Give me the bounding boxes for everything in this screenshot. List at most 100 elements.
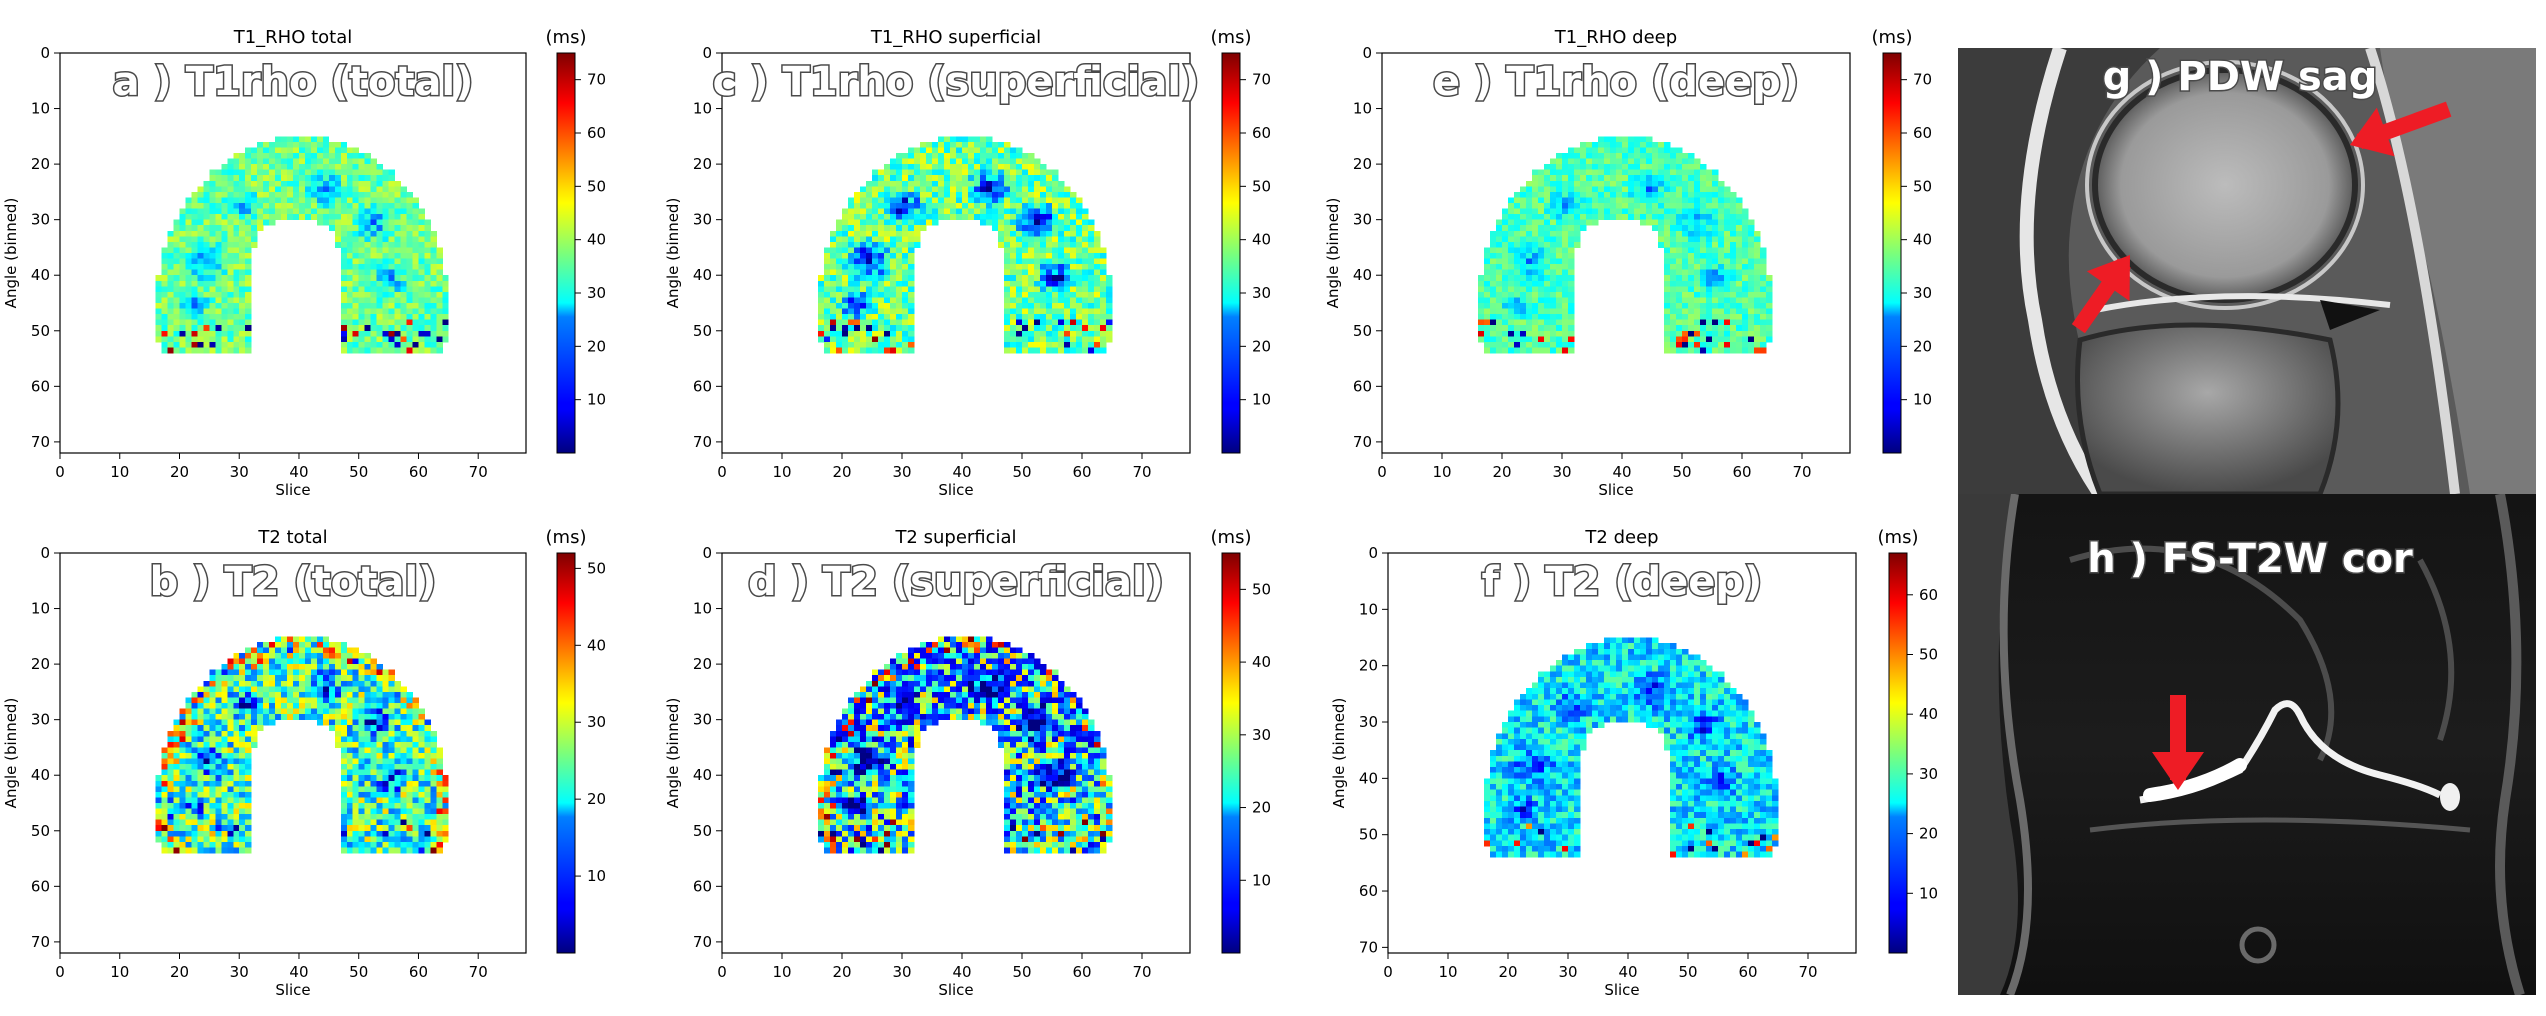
heatmap-cell: [842, 247, 849, 254]
heatmap-cell: [968, 208, 975, 215]
heatmap-cell: [322, 153, 330, 159]
heatmap-cell: [1046, 708, 1053, 715]
heatmap-cell: [227, 786, 234, 793]
x-tick-label: 70: [469, 963, 488, 981]
heatmap-cell: [1088, 269, 1095, 276]
heatmap-cell: [233, 780, 240, 787]
heatmap-cell: [854, 780, 861, 787]
heatmap-cell: [364, 697, 372, 704]
heatmap-cell: [1064, 191, 1071, 198]
heatmap-cell: [179, 225, 186, 232]
heatmap-cell: [860, 341, 867, 348]
heatmap-cell: [185, 219, 192, 226]
heatmap-cell: [878, 814, 885, 821]
heatmap-cell: [974, 675, 981, 682]
heatmap-cell: [412, 341, 419, 348]
heatmap-cell: [352, 275, 360, 282]
heatmap-cell: [233, 653, 240, 659]
colorbar-tick-label: 10: [1252, 391, 1271, 409]
heatmap-cell: [896, 297, 903, 304]
heatmap-cell: [932, 153, 939, 159]
heatmap-cell: [346, 814, 354, 821]
heatmap-cell: [352, 214, 360, 221]
heatmap-cell: [239, 753, 246, 759]
heatmap-cell: [257, 158, 264, 165]
heatmap-cell: [310, 697, 318, 704]
heatmap-cell: [358, 764, 366, 771]
heatmap-cell: [854, 753, 861, 759]
heatmap-cell: [436, 847, 443, 854]
heatmap-cell: [1004, 658, 1011, 665]
heatmap-cell: [830, 291, 837, 298]
heatmap-cell: [1046, 775, 1053, 782]
heatmap-cell: [418, 725, 425, 732]
heatmap-cell: [860, 714, 867, 721]
heatmap-cell: [376, 180, 384, 187]
heatmap-cell: [173, 280, 180, 287]
heatmap-cell: [394, 347, 401, 354]
heatmap-cell: [1004, 803, 1011, 809]
heatmap-cell: [334, 180, 342, 187]
heatmap-cell: [1052, 786, 1059, 793]
heatmap-cell: [878, 686, 885, 693]
heatmap-cell: [1022, 158, 1029, 165]
heatmap-cell: [388, 764, 395, 771]
heatmap-cell: [179, 347, 186, 354]
heatmap-cell: [938, 653, 945, 659]
heatmap-cell: [376, 186, 384, 193]
heatmap-cell: [926, 186, 933, 193]
heatmap-cell: [1040, 697, 1047, 704]
heatmap-cell: [1076, 214, 1083, 221]
heatmap-cell: [998, 180, 1005, 187]
heatmap-cell: [848, 708, 855, 715]
heatmap-cell: [316, 164, 324, 171]
heatmap-cell: [986, 714, 993, 721]
heatmap-cell: [233, 703, 240, 709]
heatmap-cell: [191, 236, 198, 243]
heatmap-cell: [370, 347, 378, 354]
heatmap-cell: [203, 319, 210, 326]
heatmap-cell: [334, 158, 342, 165]
heatmap-cell: [328, 691, 336, 698]
heatmap-cell: [221, 808, 228, 815]
heatmap-cell: [215, 291, 222, 298]
heatmap-cell: [1040, 736, 1047, 743]
heatmap-cell: [376, 664, 384, 671]
heatmap-cell: [233, 330, 240, 337]
heatmap-cell: [340, 719, 348, 726]
heatmap-cell: [269, 675, 276, 682]
heatmap-cell: [1034, 797, 1041, 804]
heatmap-cell: [848, 764, 855, 771]
heatmap-cell: [1076, 825, 1083, 832]
heatmap-cell: [430, 836, 437, 843]
heatmap-cell: [1016, 758, 1023, 765]
heatmap-cell: [197, 775, 204, 782]
heatmap-cell: [275, 647, 282, 654]
heatmap-cell: [197, 714, 204, 721]
heatmap-cell: [227, 836, 234, 843]
heatmap-cell: [1058, 258, 1065, 265]
heatmap-cell: [1070, 780, 1077, 787]
heatmap-cell: [1058, 230, 1065, 237]
heatmap-cell: [1064, 336, 1071, 343]
heatmap-cell: [412, 236, 419, 243]
heatmap-cell: [167, 269, 174, 276]
heatmap-cell: [197, 791, 204, 798]
heatmap-cell: [998, 141, 1005, 148]
heatmap-cell: [944, 180, 951, 187]
heatmap-cell: [890, 753, 897, 759]
heatmap-cell: [400, 730, 407, 737]
heatmap-cell: [269, 641, 276, 648]
heatmap-cell: [155, 319, 162, 326]
heatmap-cell: [364, 791, 372, 798]
heatmap-cell: [334, 719, 342, 726]
heatmap-cell: [275, 658, 282, 665]
heatmap-cell: [1064, 275, 1071, 282]
heatmap-cell: [872, 225, 879, 232]
heatmap-cell: [376, 325, 384, 332]
heatmap-cell: [818, 286, 825, 293]
heatmap-cell: [986, 647, 993, 654]
heatmap-cell: [287, 191, 294, 198]
heatmap-cell: [358, 297, 366, 304]
heatmap-cell: [215, 225, 222, 232]
